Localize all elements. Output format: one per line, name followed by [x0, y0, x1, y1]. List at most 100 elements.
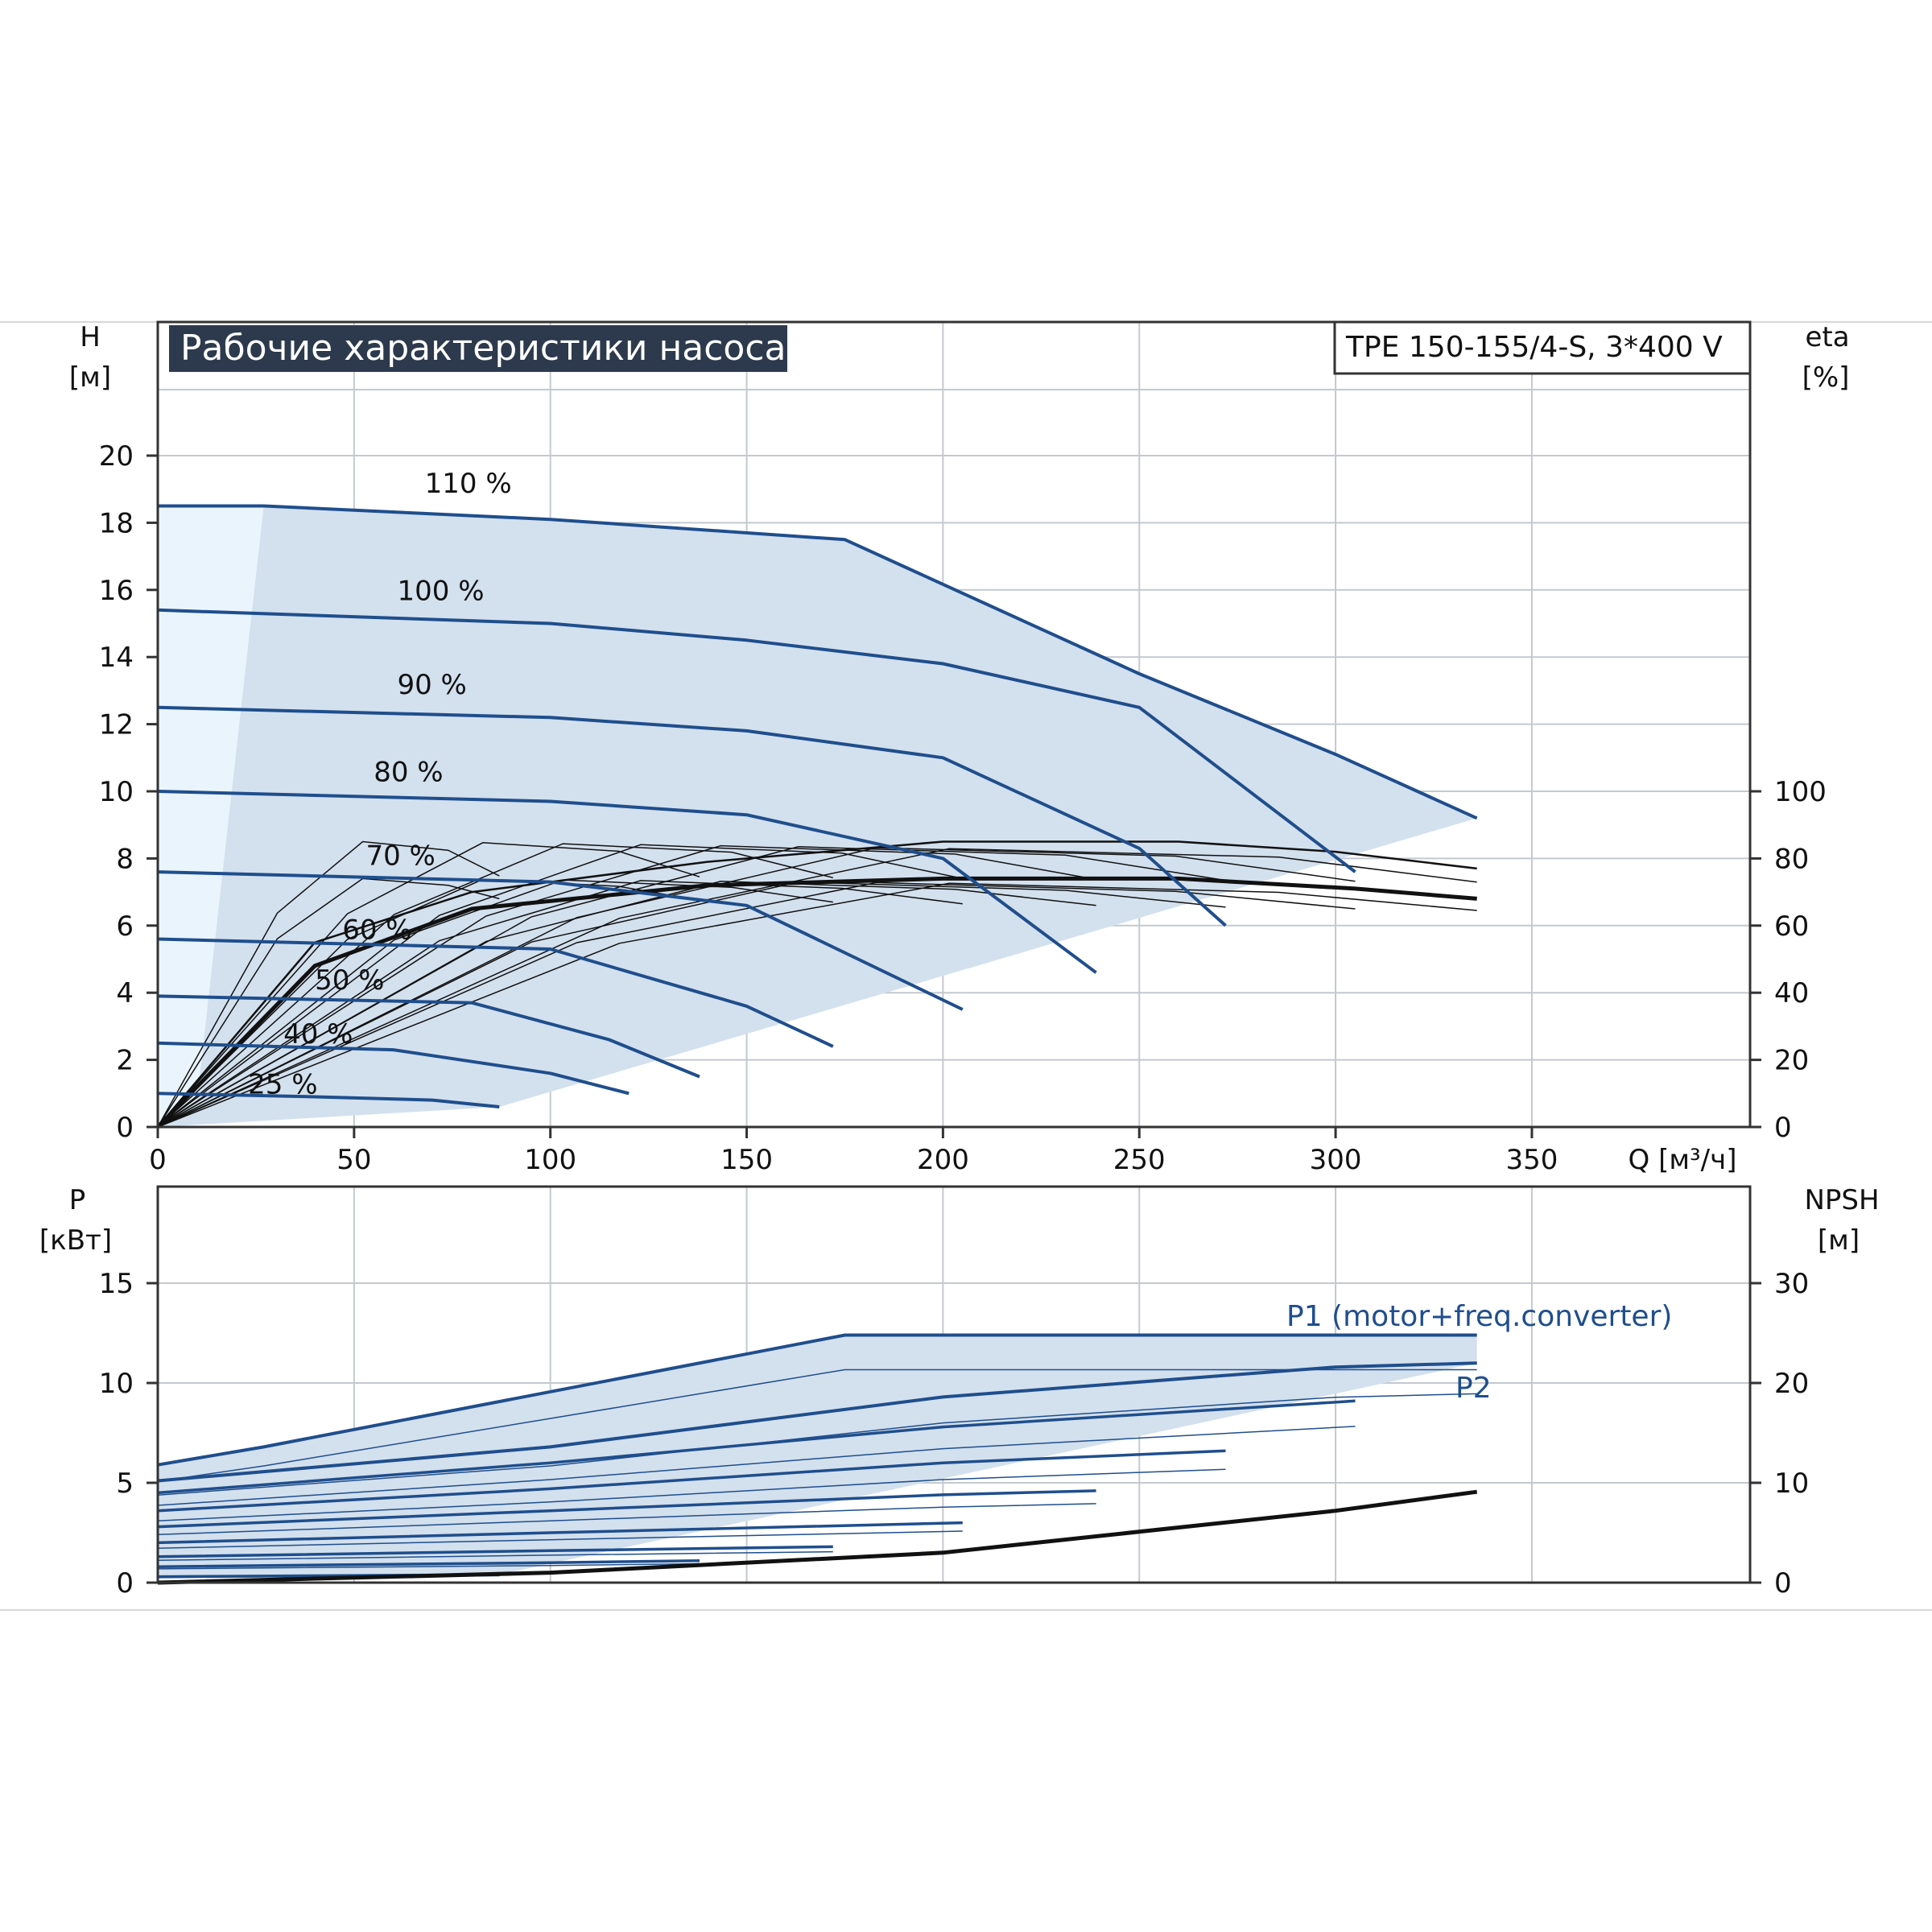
chart-title: Рабочие характеристики насоса — [180, 328, 786, 369]
x-tick-label: 200 — [917, 1144, 969, 1176]
efficiency-family-line — [157, 882, 1477, 1128]
h-axis-label: H — [80, 321, 101, 353]
power-curve-line — [157, 1399, 1356, 1495]
model-box — [1333, 320, 1752, 375]
power-companion-line — [157, 1530, 963, 1550]
y-tick-label: 14 — [99, 642, 134, 674]
power-curve-line — [157, 1449, 1226, 1513]
head-axis-ticks: 0 50 100 150 200 250 300 3500246810121416182002… — [99, 440, 1827, 1176]
head-curve-line — [158, 504, 1478, 820]
y-tick-label: 10 — [99, 776, 134, 808]
x-tick-label: 250 — [1113, 1144, 1166, 1176]
head-curve-line — [157, 1041, 630, 1096]
speed-label: 90 % — [397, 669, 466, 701]
power-npsh-panel: 0 5 10 15 0 10 20 30 P [кВт] NPSH [м] P1 (motor… — [39, 1184, 1880, 1600]
head-curve-line — [157, 608, 1356, 873]
efficiency-line — [156, 876, 1477, 1129]
speed-label: 80 % — [374, 756, 443, 788]
power-curve-line — [157, 1333, 1477, 1467]
efficiency-family-line — [157, 879, 833, 1128]
y2-tick-label: 40 — [1774, 977, 1809, 1009]
p-tick-label: 15 — [99, 1268, 134, 1300]
h-axis-unit: [м] — [69, 361, 111, 394]
p-axis-label: P — [69, 1184, 86, 1216]
p-tick-label: 10 — [99, 1368, 134, 1400]
y-tick-label: 16 — [99, 575, 134, 607]
head-operating-area — [158, 506, 1477, 1127]
eta-axis-unit: [%] — [1802, 361, 1850, 394]
efficiency-line — [157, 840, 1477, 1128]
npsh-tick-label: 20 — [1774, 1368, 1809, 1400]
p2-series-label: P2 — [1455, 1372, 1492, 1405]
efficiency-family-line — [157, 844, 963, 1128]
npsh-curve — [157, 1489, 1478, 1585]
speed-label: 25 % — [248, 1068, 317, 1100]
power-companion-line — [157, 1503, 1096, 1536]
y-tick-label: 20 — [99, 440, 134, 473]
head-curve-line — [157, 1092, 500, 1108]
x-tick-label: 0 — [149, 1144, 167, 1176]
power-companion-line — [157, 1393, 1477, 1496]
y2-tick-label: 0 — [1774, 1112, 1792, 1144]
p1-series-label: P1 (motor+freq.converter) — [1286, 1300, 1672, 1333]
npsh-tick-label: 10 — [1774, 1468, 1809, 1500]
power-axis-ticks: 0 5 10 15 0 10 20 30 — [99, 1268, 1810, 1600]
efficiency-family-line — [157, 840, 500, 1128]
power-curve-line — [157, 1361, 1477, 1483]
head-curve-line — [157, 790, 1097, 974]
power-companion-line — [157, 1550, 833, 1562]
power-companion-line — [157, 1368, 1477, 1482]
x-tick-label: 150 — [720, 1144, 773, 1176]
min-flow-fill — [158, 506, 264, 1127]
speed-labels: 110 % 100 % 90 % 80 % 70 % 60 % 50 % 40 % 25 % — [248, 468, 511, 1100]
title-box — [169, 325, 787, 372]
power-curve-line — [157, 1489, 1096, 1529]
npsh-tick-label: 30 — [1774, 1268, 1809, 1300]
efficiency-family-line — [157, 843, 833, 1128]
p-axis-unit: [кВт] — [39, 1224, 112, 1257]
npsh-axis-unit: [м] — [1818, 1224, 1860, 1257]
efficiency-family-line — [157, 846, 1226, 1128]
q-axis-label: Q [м³/ч] — [1629, 1144, 1737, 1176]
eta-axis-label: eta — [1805, 321, 1849, 353]
x-tick-label: 350 — [1505, 1144, 1558, 1176]
power-plot-border — [156, 1185, 1752, 1584]
y2-tick-label: 20 — [1774, 1045, 1809, 1077]
y2-tick-label: 60 — [1774, 910, 1809, 943]
npsh-tick-label: 0 — [1774, 1567, 1792, 1600]
y-tick-label: 4 — [116, 977, 134, 1009]
speed-label: 70 % — [365, 840, 435, 873]
power-companion-line — [157, 1563, 700, 1570]
npsh-line — [157, 1489, 1478, 1585]
head-curve-line — [157, 870, 964, 1011]
efficiency-family-line — [157, 881, 1356, 1128]
power-companion-line — [157, 1468, 1226, 1521]
power-companion-line — [157, 1426, 1356, 1506]
head-curve-line — [157, 937, 834, 1048]
x-tick-label: 50 — [336, 1144, 371, 1176]
speed-label: 110 % — [425, 468, 512, 500]
power-curve-line — [157, 1558, 700, 1568]
model-label: TPE 150-155/4-S, 3*400 V — [1345, 331, 1723, 364]
efficiency-family-line — [157, 844, 1096, 1128]
y2-tick-label: 100 — [1774, 776, 1827, 808]
power-operating-area — [158, 1335, 1477, 1579]
y-tick-label: 12 — [99, 709, 134, 741]
y-tick-label: 18 — [99, 507, 134, 539]
head-efficiency-panel: 110 % 100 % 90 % 80 % 70 % 60 % 50 % 40 % 25 % 0… — [69, 320, 1850, 1176]
power-curves — [157, 1333, 1477, 1579]
operating-range-fill — [158, 506, 1477, 1127]
x-tick-label: 100 — [524, 1144, 576, 1176]
power-curve-line — [157, 1545, 833, 1558]
efficiency-family-line — [157, 880, 963, 1128]
npsh-axis-label: NPSH — [1804, 1184, 1879, 1216]
efficiency-family-line — [157, 881, 1226, 1128]
y-tick-label: 2 — [116, 1045, 134, 1077]
power-curve-line — [157, 1521, 963, 1545]
efficiency-family-line — [157, 847, 1356, 1128]
y-tick-label: 0 — [116, 1112, 134, 1144]
head-curve-line — [157, 994, 700, 1079]
head-curve-line — [157, 705, 1227, 927]
y-tick-label: 8 — [116, 843, 134, 875]
